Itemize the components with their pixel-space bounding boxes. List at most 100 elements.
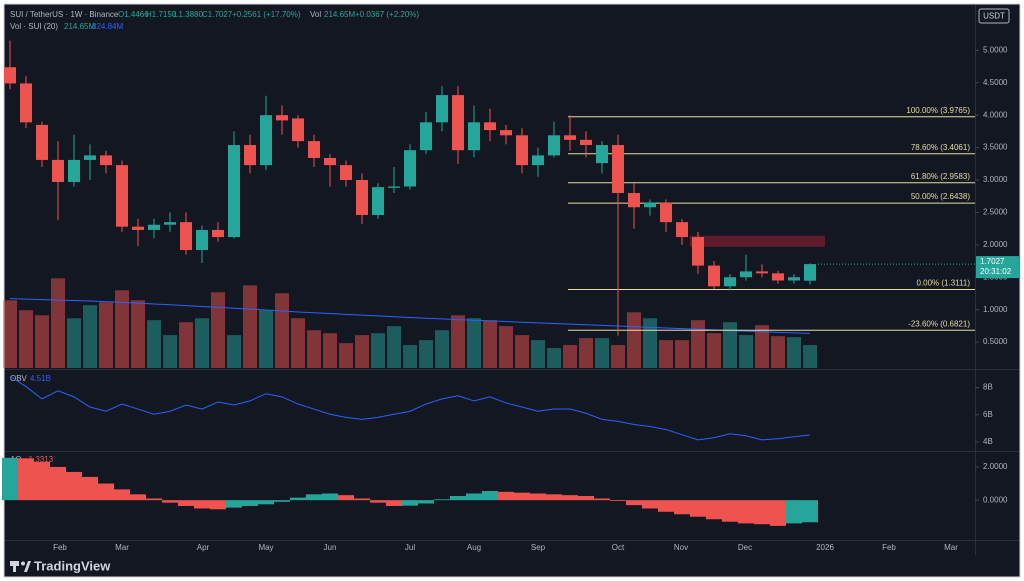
ao-bar (210, 500, 226, 510)
volume-bar (579, 338, 593, 368)
volume-bar (755, 325, 769, 368)
x-tick-label: Nov (674, 543, 688, 552)
ao-bar (306, 494, 322, 501)
obv-tick-label: 6B (983, 410, 993, 419)
ao-bar (498, 491, 514, 501)
candle-body (228, 145, 240, 238)
volume-name: Vol · SUI (20) (10, 22, 58, 31)
brand: TradingView (10, 558, 111, 573)
ao-tick-label: 2.0000 (983, 462, 1008, 471)
title: SUI / TetherUS · 1W · Binance (10, 10, 119, 19)
panel (3, 3, 1021, 578)
candle-body (548, 135, 560, 156)
volume-bar (803, 345, 817, 368)
ao-bar (754, 500, 770, 525)
currency-button[interactable] (978, 8, 1010, 24)
vol-change: +0.0367 (+2.20%) (355, 10, 419, 19)
candle-body (260, 115, 272, 166)
candle-body (724, 277, 736, 287)
logo-part (24, 561, 31, 572)
ao-bar (2, 457, 18, 501)
volume-bar (675, 340, 689, 368)
ao-bar (706, 500, 722, 520)
ao-bar (786, 500, 802, 524)
fib-label: 0.00% (1.3111) (916, 279, 970, 288)
x-tick-label: Feb (882, 543, 896, 552)
obv-line (9, 375, 811, 441)
volume-bar (243, 285, 257, 368)
ao-bar (690, 500, 706, 517)
candle-body (580, 139, 592, 146)
fib-label: 78.60% (3.4061) (911, 143, 970, 152)
volume-bar (787, 337, 801, 368)
ao-bar (386, 500, 402, 506)
ohlc-close: C1.7027 (202, 10, 233, 19)
ao-bar (242, 500, 258, 506)
ao-bar (658, 500, 674, 512)
ao-bar (402, 500, 418, 506)
candle-body (292, 118, 304, 142)
vol-value: 214.65M (324, 10, 355, 19)
candle-body (308, 141, 320, 158)
volume-bar (627, 312, 641, 368)
volume-bar (483, 320, 497, 368)
candle-body (628, 192, 640, 208)
candle-body (708, 265, 720, 287)
y-tick-label: 3.5000 (983, 143, 1008, 152)
volume-bar (291, 318, 305, 368)
ao-bar (146, 498, 162, 501)
currency[interactable]: USDT (983, 12, 1005, 21)
volume-bar (131, 300, 145, 368)
candle-body (612, 145, 624, 193)
volume-bar (339, 343, 353, 368)
ao-bar (290, 497, 306, 501)
x-tick-label: Feb (53, 543, 67, 552)
vol-label: Vol (310, 10, 321, 19)
header: SUI / TetherUS · 1W · Binance O1.4466 H1… (10, 10, 419, 464)
volume-bar (355, 335, 369, 368)
candle-body (420, 122, 432, 151)
volume-bar (371, 333, 385, 368)
obv-name: OBV (10, 374, 28, 383)
volume-bar (227, 335, 241, 368)
x-tick-label: Apr (197, 543, 210, 552)
candle-body (452, 95, 464, 151)
last-price-box (976, 256, 1019, 279)
logo-part (21, 561, 25, 566)
volume-bar (83, 305, 97, 368)
x-tick-label: May (258, 543, 273, 552)
volume-bar (3, 300, 17, 368)
y-tick-label: 5.0000 (983, 45, 1008, 54)
x-tick-label: Mar (115, 543, 129, 552)
volume-bar (67, 318, 81, 368)
ao-bar (642, 500, 658, 509)
ao-bar (450, 496, 466, 501)
ao-bar (578, 496, 594, 501)
x-tick-label: Aug (467, 543, 481, 552)
y-tick-label: 2.0000 (983, 240, 1008, 249)
candle-body (676, 222, 688, 238)
volume-bar (547, 348, 561, 368)
candle-body (788, 277, 800, 281)
candle-body (484, 122, 496, 131)
volume-last: 214.65M (64, 22, 95, 31)
candle-body (276, 115, 288, 121)
candle-body (244, 145, 256, 166)
volume-bar (611, 345, 625, 368)
volume-bar (51, 278, 65, 368)
candle-body (372, 187, 384, 216)
volume-bar (307, 330, 321, 368)
ao-bar (322, 493, 338, 501)
ao-bar (626, 500, 642, 506)
y-tick-label: 0.5000 (983, 337, 1008, 346)
candle-body (212, 229, 224, 238)
ao-bar (130, 494, 146, 501)
ao-bar (18, 458, 34, 501)
volume-bar (435, 330, 449, 368)
candle-body (20, 83, 32, 123)
countdown: 20:31:02 (980, 267, 1012, 276)
volume-bar (595, 338, 609, 368)
candle-body (404, 150, 416, 187)
volume-bar (211, 292, 225, 368)
